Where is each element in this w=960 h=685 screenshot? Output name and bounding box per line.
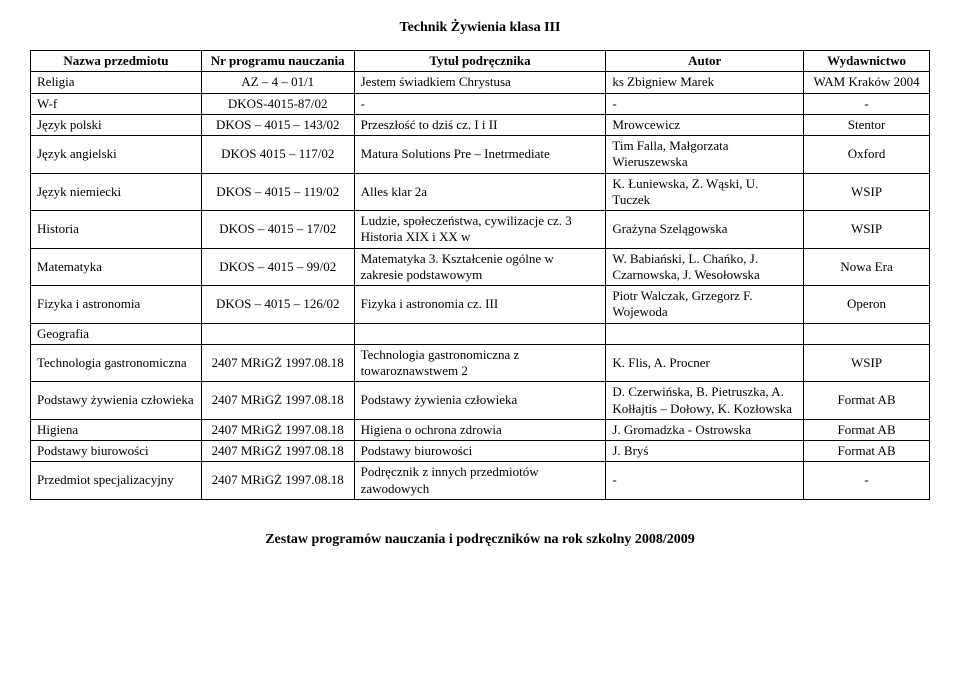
cell-publisher: - [804, 93, 930, 114]
header-book-title: Tytuł podręcznika [354, 51, 606, 72]
cell-book-title: Technologia gastronomiczna z towaroznaws… [354, 344, 606, 382]
cell-book-title: Jestem świadkiem Chrystusa [354, 72, 606, 93]
cell-book-title: Podstawy biurowości [354, 441, 606, 462]
cell-book-title: Przeszłość to dziś cz. I i II [354, 114, 606, 135]
cell-book-title: Alles klar 2a [354, 173, 606, 211]
cell-subject: W-f [31, 93, 202, 114]
cell-publisher: Format AB [804, 419, 930, 440]
cell-author: ks Zbigniew Marek [606, 72, 804, 93]
cell-publisher: WSIP [804, 211, 930, 249]
cell-book-title: Matematyka 3. Kształcenie ogólne w zakre… [354, 248, 606, 286]
cell-subject: Historia [31, 211, 202, 249]
table-row: Higiena2407 MRiGŻ 1997.08.18Higiena o oc… [31, 419, 930, 440]
table-row: Język niemieckiDKOS – 4015 – 119/02Alles… [31, 173, 930, 211]
table-row: MatematykaDKOS – 4015 – 99/02Matematyka … [31, 248, 930, 286]
table-row: Język angielskiDKOS 4015 – 117/02Matura … [31, 136, 930, 174]
table-row: Przedmiot specjalizacyjny2407 MRiGŻ 1997… [31, 462, 930, 500]
cell-publisher: WSIP [804, 344, 930, 382]
table-row: Podstawy biurowości2407 MRiGŻ 1997.08.18… [31, 441, 930, 462]
page-title: Technik Żywienia klasa III [30, 20, 930, 36]
cell-publisher: - [804, 462, 930, 500]
cell-program: 2407 MRiGŻ 1997.08.18 [201, 462, 354, 500]
table-row: Podstawy żywienia człowieka2407 MRiGŻ 19… [31, 382, 930, 420]
table-row: Technologia gastronomiczna2407 MRiGŻ 199… [31, 344, 930, 382]
cell-subject: Matematyka [31, 248, 202, 286]
cell-subject: Geografia [31, 323, 202, 344]
cell-author [606, 323, 804, 344]
cell-author: J. Bryś [606, 441, 804, 462]
cell-program: DKOS – 4015 – 143/02 [201, 114, 354, 135]
cell-author: Tim Falla, Małgorzata Wieruszewska [606, 136, 804, 174]
cell-subject: Język niemiecki [31, 173, 202, 211]
cell-subject: Fizyka i astronomia [31, 286, 202, 324]
curriculum-table: Nazwa przedmiotu Nr programu nauczania T… [30, 50, 930, 500]
cell-publisher: WAM Kraków 2004 [804, 72, 930, 93]
cell-author: Piotr Walczak, Grzegorz F. Wojewoda [606, 286, 804, 324]
cell-author: Mrowcewicz [606, 114, 804, 135]
cell-publisher: Oxford [804, 136, 930, 174]
cell-author: D. Czerwińska, B. Pietruszka, A. Kołłajt… [606, 382, 804, 420]
cell-publisher: Format AB [804, 441, 930, 462]
cell-book-title: Fizyka i astronomia cz. III [354, 286, 606, 324]
cell-author: K. Łuniewska, Z. Wąski, U. Tuczek [606, 173, 804, 211]
cell-publisher: Format AB [804, 382, 930, 420]
table-row: Język polskiDKOS – 4015 – 143/02Przeszło… [31, 114, 930, 135]
cell-book-title: Higiena o ochrona zdrowia [354, 419, 606, 440]
cell-subject: Religia [31, 72, 202, 93]
cell-book-title: Podstawy żywienia człowieka [354, 382, 606, 420]
table-row: ReligiaAZ – 4 – 01/1Jestem świadkiem Chr… [31, 72, 930, 93]
table-row: Fizyka i astronomiaDKOS – 4015 – 126/02F… [31, 286, 930, 324]
cell-program: DKOS – 4015 – 126/02 [201, 286, 354, 324]
cell-subject: Język angielski [31, 136, 202, 174]
header-program: Nr programu nauczania [201, 51, 354, 72]
cell-book-title: - [354, 93, 606, 114]
cell-program: DKOS – 4015 – 17/02 [201, 211, 354, 249]
table-body: ReligiaAZ – 4 – 01/1Jestem świadkiem Chr… [31, 72, 930, 500]
cell-subject: Podstawy żywienia człowieka [31, 382, 202, 420]
cell-book-title: Podręcznik z innych przedmiotów zawodowy… [354, 462, 606, 500]
table-row: W-fDKOS-4015-87/02--- [31, 93, 930, 114]
cell-program: DKOS 4015 – 117/02 [201, 136, 354, 174]
header-subject: Nazwa przedmiotu [31, 51, 202, 72]
cell-program: 2407 MRiGŻ 1997.08.18 [201, 441, 354, 462]
cell-book-title: Matura Solutions Pre – Inetrmediate [354, 136, 606, 174]
header-publisher: Wydawnictwo [804, 51, 930, 72]
cell-author: - [606, 93, 804, 114]
cell-program: 2407 MRiGŻ 1997.08.18 [201, 419, 354, 440]
cell-subject: Podstawy biurowości [31, 441, 202, 462]
cell-publisher [804, 323, 930, 344]
cell-program: 2407 MRiGŻ 1997.08.18 [201, 382, 354, 420]
cell-author: Grażyna Szelągowska [606, 211, 804, 249]
cell-program: DKOS – 4015 – 119/02 [201, 173, 354, 211]
cell-book-title [354, 323, 606, 344]
cell-publisher: Nowa Era [804, 248, 930, 286]
cell-publisher: Operon [804, 286, 930, 324]
cell-subject: Język polski [31, 114, 202, 135]
cell-subject: Technologia gastronomiczna [31, 344, 202, 382]
cell-program: AZ – 4 – 01/1 [201, 72, 354, 93]
table-header-row: Nazwa przedmiotu Nr programu nauczania T… [31, 51, 930, 72]
cell-program: DKOS-4015-87/02 [201, 93, 354, 114]
page-footer: Zestaw programów nauczania i podręcznikó… [30, 532, 930, 548]
cell-program: 2407 MRiGŻ 1997.08.18 [201, 344, 354, 382]
cell-author: K. Flis, A. Procner [606, 344, 804, 382]
cell-author: - [606, 462, 804, 500]
cell-publisher: Stentor [804, 114, 930, 135]
table-row: Geografia [31, 323, 930, 344]
cell-subject: Przedmiot specjalizacyjny [31, 462, 202, 500]
cell-publisher: WSIP [804, 173, 930, 211]
cell-book-title: Ludzie, społeczeństwa, cywilizacje cz. 3… [354, 211, 606, 249]
cell-program [201, 323, 354, 344]
cell-subject: Higiena [31, 419, 202, 440]
table-row: HistoriaDKOS – 4015 – 17/02Ludzie, społe… [31, 211, 930, 249]
cell-author: J. Gromadzka - Ostrowska [606, 419, 804, 440]
cell-program: DKOS – 4015 – 99/02 [201, 248, 354, 286]
cell-author: W. Babiański, L. Chańko, J. Czarnowska, … [606, 248, 804, 286]
header-author: Autor [606, 51, 804, 72]
